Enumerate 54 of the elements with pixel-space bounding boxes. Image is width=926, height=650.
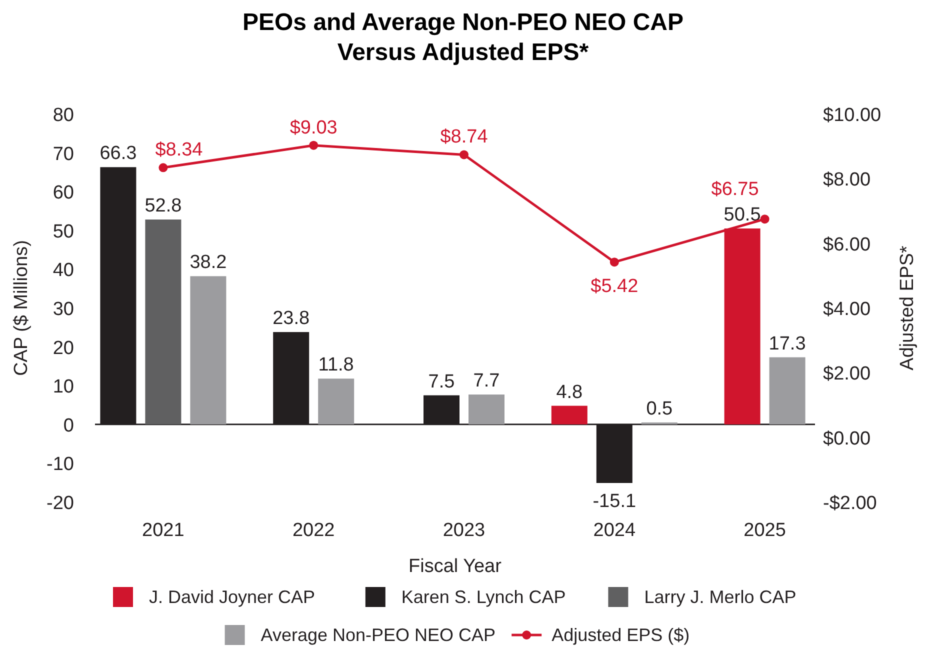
data-label: $8.74 <box>440 126 488 148</box>
legend-label: Adjusted EPS ($) <box>552 625 690 645</box>
x-tick-label: 2022 <box>292 520 335 541</box>
legend-label: Average Non-PEO NEO CAP <box>260 625 496 645</box>
y2-tick-label: -$2.00 <box>823 493 877 514</box>
y2-tick-label: $6.00 <box>823 234 871 256</box>
data-label: $8.34 <box>155 140 204 161</box>
y2-tick-label: $0.00 <box>823 428 871 450</box>
x-axis-title: Fiscal Year <box>408 556 502 577</box>
y-tick-label: 70 <box>52 144 74 165</box>
y2-axis-title: Adjusted EPS* <box>897 245 918 370</box>
legend-label: J. David Joyner CAP <box>149 587 316 607</box>
y-tick-label: -20 <box>46 493 74 514</box>
x-tick-label: 2023 <box>442 520 486 541</box>
x-tick-label: 2021 <box>142 520 184 541</box>
y-tick-label: 10 <box>52 376 74 398</box>
data-label: $6.75 <box>711 179 759 200</box>
x-tick-label: 2024 <box>593 520 636 541</box>
data-label: 66.3 <box>100 143 137 164</box>
y2-tick-label: $8.00 <box>823 170 871 191</box>
data-label: 23.8 <box>272 308 310 330</box>
data-label: 52.8 <box>144 196 182 217</box>
point <box>309 140 318 150</box>
y-tick-label: 20 <box>52 338 74 359</box>
y-tick-label: 80 <box>52 105 74 126</box>
legend-label: Larry J. Merlo CAP <box>644 587 796 607</box>
y2-tick-label: $4.00 <box>823 299 871 320</box>
point <box>460 150 468 160</box>
data-label: $5.42 <box>590 276 638 298</box>
data-label: -15.1 <box>592 490 636 512</box>
data-label: $9.03 <box>290 117 338 138</box>
data-label: 17.3 <box>768 333 806 354</box>
y-tick-label: 40 <box>52 260 74 282</box>
y2-tick-label: $10.00 <box>823 105 882 126</box>
point <box>610 258 619 267</box>
data-label: 7.5 <box>428 371 455 392</box>
data-label: 0.5 <box>646 398 673 420</box>
chart-title: PEOs and Average Non-PEO NEO CAP Versus Adjusted EPS* <box>242 9 684 66</box>
x-tick-label: 2025 <box>744 520 786 541</box>
y-tick-label: 0 <box>63 415 74 436</box>
y-tick-label: 60 <box>52 182 74 204</box>
y-axis-title: CAP ($ Millions) <box>11 240 32 376</box>
data-label: 7.7 <box>473 370 500 392</box>
point <box>760 214 770 224</box>
data-label: 50.5 <box>724 204 761 226</box>
y2-tick-label: $2.00 <box>823 364 871 385</box>
data-label: 4.8 <box>556 382 583 403</box>
data-label: 11.8 <box>318 354 354 376</box>
legend-label: Karen S. Lynch CAP <box>401 587 566 607</box>
y-tick-label: 50 <box>52 221 74 242</box>
data-label: 38.2 <box>190 252 227 274</box>
y-tick-label: -10 <box>46 454 74 476</box>
point <box>158 163 168 172</box>
y-tick-label: 30 <box>52 299 74 320</box>
